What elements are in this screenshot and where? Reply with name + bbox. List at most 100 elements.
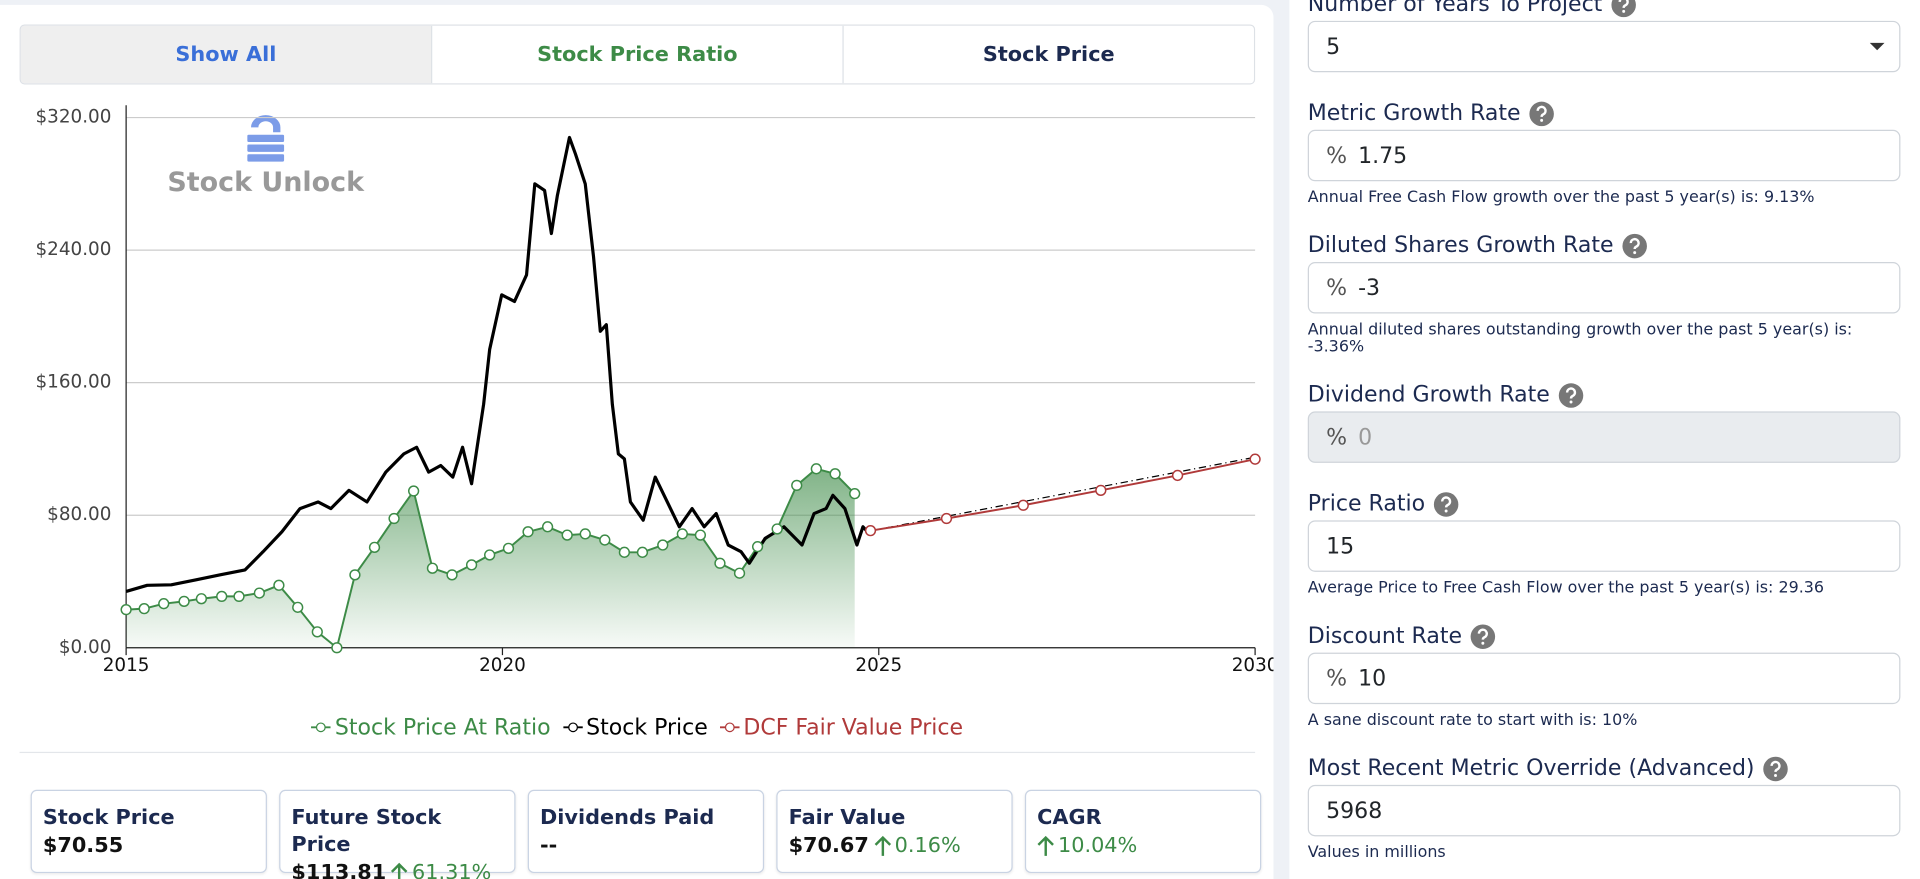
field-label-text: Diluted Shares Growth Rate xyxy=(1307,232,1614,259)
point xyxy=(502,542,515,554)
point xyxy=(292,601,304,613)
help-circle xyxy=(1622,233,1647,259)
input-box[interactable]: 5968 xyxy=(1307,784,1901,837)
point xyxy=(771,523,783,535)
input-box[interactable]: % 1.75 xyxy=(1307,129,1901,182)
point xyxy=(253,587,265,599)
point xyxy=(1171,469,1184,482)
field-label: Number of Years To Project xyxy=(1308,0,1901,18)
help-text: Values in millions xyxy=(1307,843,1446,863)
point xyxy=(120,604,132,616)
help-text: A sane discount rate to start with is: 1… xyxy=(1307,711,1638,730)
help-circle xyxy=(1529,101,1554,127)
help-circle xyxy=(1433,492,1459,517)
point xyxy=(446,569,458,581)
point xyxy=(158,598,170,610)
field-label: Most Recent Metric Override (Advanced) xyxy=(1308,756,1901,782)
input-prefix: % xyxy=(1326,142,1348,169)
help-text: Annual Free Cash Flow growth over the pa… xyxy=(1307,188,1815,207)
y-tick-label: $0.00 xyxy=(59,637,112,658)
point xyxy=(561,529,573,541)
legend-item[interactable]: Stock Price xyxy=(562,713,708,742)
summary-card: CAGR 10.04% xyxy=(1024,789,1262,874)
summary-card: Fair Value $70.67 0.16% xyxy=(776,789,1013,874)
field-label-text: Price Ratio xyxy=(1307,491,1426,517)
tab[interactable]: Stock Price xyxy=(842,25,1254,84)
form-field: Price Ratio 15 Average Price to Free Cash … xyxy=(1307,491,1901,598)
field-label: Diluted Shares Growth Rate xyxy=(1307,232,1901,259)
point xyxy=(195,593,208,605)
card-value-row: $70.55 xyxy=(43,831,255,860)
input-value: 5968 xyxy=(1326,797,1383,824)
input-prefix: % xyxy=(1326,424,1348,450)
point xyxy=(388,512,400,525)
legend-item[interactable]: Stock Price At Ratio xyxy=(311,713,551,742)
legend-icon xyxy=(311,722,332,733)
point xyxy=(694,529,707,541)
tab[interactable]: Show All xyxy=(20,25,432,84)
card-value: -- xyxy=(540,833,558,859)
settings-form: Number of Years To Project 5 Metric Growth… xyxy=(1307,0,1901,879)
up-arrow-icon xyxy=(391,862,408,879)
card-value-row: -- xyxy=(540,831,752,860)
input-value: 1.75 xyxy=(1358,142,1408,169)
help-glyph xyxy=(1477,628,1489,640)
help-circle xyxy=(1763,756,1788,782)
tab[interactable]: Stock Price Ratio xyxy=(431,25,843,84)
help-dot xyxy=(1569,400,1573,404)
point xyxy=(273,579,285,591)
point xyxy=(1017,499,1029,511)
help-icon xyxy=(1622,233,1647,259)
help-icon xyxy=(1529,101,1554,127)
point xyxy=(408,485,420,497)
point xyxy=(636,546,649,558)
summary-card: Dividends Paid -- xyxy=(527,789,765,874)
legend-item[interactable]: DCF Fair Value Price xyxy=(720,713,963,742)
point xyxy=(733,567,746,579)
help-text: Average Price to Free Cash Flow over the… xyxy=(1307,579,1825,598)
help-circle xyxy=(1558,383,1583,408)
card-title: Dividends Paid xyxy=(540,805,715,831)
point xyxy=(178,595,190,607)
point xyxy=(751,541,764,553)
card-value: $113.81 xyxy=(291,860,387,879)
input-box[interactable]: % 10 xyxy=(1307,652,1901,705)
card-title: Stock Price xyxy=(42,805,175,831)
help-text: Annual diluted shares outstanding growth… xyxy=(1307,320,1853,357)
help-glyph xyxy=(1536,105,1547,117)
series-line xyxy=(870,458,1256,532)
help-circle xyxy=(1610,0,1636,18)
card-change-value: 0.16% xyxy=(894,833,961,859)
summary-card: Stock Price $70.55 xyxy=(30,789,267,874)
card-value-row: $113.81 61.31% xyxy=(291,858,503,879)
input-box[interactable]: 15 xyxy=(1307,520,1901,572)
card-value-row: 10.04% xyxy=(1037,831,1249,860)
caret-shape xyxy=(1869,42,1885,51)
input-box[interactable]: % -3 xyxy=(1307,262,1901,314)
point xyxy=(1249,453,1261,465)
x-tick-label: 2025 xyxy=(855,655,902,676)
field-label-text: Metric Growth Rate xyxy=(1307,100,1521,127)
legend: Stock Price At Ratio Stock Price DCF Fair … xyxy=(20,713,1256,742)
field-label: Price Ratio xyxy=(1307,491,1901,517)
legend-marker xyxy=(567,722,578,733)
input-value: 15 xyxy=(1326,533,1355,559)
help-glyph xyxy=(1565,387,1576,399)
help-icon xyxy=(1610,0,1636,18)
up-arrow xyxy=(874,835,891,856)
point xyxy=(1095,484,1107,496)
card-change-value: 61.31% xyxy=(411,860,492,879)
select-box[interactable]: 5 xyxy=(1307,20,1901,73)
summary-cards: Stock Price $70.55 Future Stock Price $113.… xyxy=(30,789,1262,879)
projection-line xyxy=(870,456,1256,532)
series-line xyxy=(125,135,868,593)
legend-marker xyxy=(725,722,735,733)
tab-bar: Show All Stock Price Ratio Stock Price xyxy=(19,24,1256,85)
card-value: $70.55 xyxy=(42,833,124,859)
help-icon xyxy=(1470,624,1496,649)
y-tick-label: $80.00 xyxy=(47,504,111,525)
point xyxy=(426,562,439,574)
point xyxy=(368,541,381,553)
input-box: % 0 xyxy=(1307,411,1901,463)
